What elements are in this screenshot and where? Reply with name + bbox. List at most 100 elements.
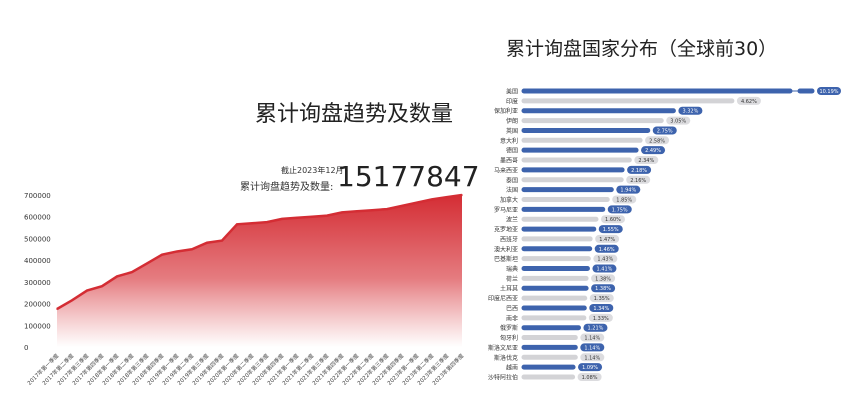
value-label: 1.46% xyxy=(599,247,615,253)
value-label: 2.16% xyxy=(630,178,646,184)
data-point xyxy=(176,250,178,253)
value-pill xyxy=(612,195,637,204)
country-label: 英国 xyxy=(506,127,518,135)
value-pill xyxy=(580,353,605,362)
y-tick-label: 600000 xyxy=(24,214,51,222)
value-pill xyxy=(626,175,651,184)
value-pill xyxy=(817,87,841,95)
value-label: 10.19% xyxy=(819,89,838,95)
data-point xyxy=(206,241,208,244)
data-point xyxy=(401,205,403,207)
country-label: 荷兰 xyxy=(506,275,518,283)
value-pill xyxy=(627,165,652,174)
value-label: 2.18% xyxy=(631,168,647,174)
country-title: 累计询盘国家分布（全球前30） xyxy=(506,38,778,60)
value-label: 1.35% xyxy=(594,296,610,302)
value-label: 2.34% xyxy=(638,158,654,164)
area-fill xyxy=(57,195,462,347)
value-label: 2.75% xyxy=(657,128,673,134)
data-point xyxy=(101,285,103,288)
data-point xyxy=(281,218,283,220)
value-label: 1.41% xyxy=(597,267,613,273)
value-pill xyxy=(589,294,614,303)
value-pill xyxy=(588,313,613,322)
value-pill xyxy=(578,363,603,372)
value-label: 3.32% xyxy=(682,109,698,115)
value-label: 1.75% xyxy=(612,207,628,213)
value-pill xyxy=(634,156,659,165)
value-pill xyxy=(607,205,632,214)
country-label: 俄罗斯 xyxy=(500,324,518,332)
value-label: 4.62% xyxy=(741,99,757,105)
data-point xyxy=(371,209,373,211)
data-point xyxy=(71,299,73,302)
data-point xyxy=(86,289,88,292)
country-label: 斯洛文尼亚 xyxy=(488,344,518,352)
value-label: 2.49% xyxy=(645,148,661,154)
data-point xyxy=(431,198,433,201)
value-pill xyxy=(678,106,703,115)
value-label: 1.47% xyxy=(599,237,615,243)
country-label: 伊朗 xyxy=(506,117,518,125)
value-pill xyxy=(591,284,616,293)
country-label: 印度 xyxy=(506,97,518,105)
y-tick-label: 700000 xyxy=(24,192,51,200)
data-point xyxy=(236,223,238,226)
y-tick-label: 400000 xyxy=(24,257,51,265)
value-pill xyxy=(580,333,605,342)
value-label: 2.58% xyxy=(649,138,665,144)
country-label: 瑞典 xyxy=(506,265,518,273)
country-label: 沙特阿拉伯 xyxy=(488,374,518,382)
value-pill xyxy=(591,274,616,283)
value-pill xyxy=(594,244,619,253)
value-pill xyxy=(593,254,618,263)
data-point xyxy=(56,308,58,310)
value-pill xyxy=(592,264,617,273)
country-label: 泰国 xyxy=(506,176,518,184)
country-label: 土耳其 xyxy=(500,285,518,293)
value-label: 1.34% xyxy=(593,306,609,312)
total-value: 15177847 xyxy=(337,160,480,193)
country-label: 匈牙利 xyxy=(500,334,518,342)
y-tick-label: 200000 xyxy=(24,301,51,309)
value-label: 1.38% xyxy=(595,276,611,282)
value-pill xyxy=(645,136,670,145)
country-label: 德国 xyxy=(506,147,518,155)
country-label: 保加利亚 xyxy=(494,107,518,115)
country-label: 马来西亚 xyxy=(494,166,518,174)
value-pill xyxy=(580,343,605,352)
data-point xyxy=(116,275,118,278)
value-pill xyxy=(589,303,614,312)
value-pill xyxy=(652,126,677,135)
country-label: 意大利 xyxy=(500,137,518,145)
value-label: 1.33% xyxy=(593,316,609,322)
value-label: 1.14% xyxy=(584,336,600,342)
data-point xyxy=(326,214,328,217)
value-label: 1.38% xyxy=(595,286,611,292)
data-point xyxy=(311,215,313,218)
value-label: 1.60% xyxy=(605,217,621,223)
value-label: 1.85% xyxy=(616,197,632,203)
value-label: 3.05% xyxy=(670,119,686,125)
value-pill xyxy=(616,185,641,194)
value-pill xyxy=(583,323,608,332)
data-point xyxy=(266,221,268,223)
y-tick-label: 100000 xyxy=(24,322,51,330)
country-label: 美国 xyxy=(506,88,518,96)
country-label: 斯洛伐克 xyxy=(494,354,518,362)
total-label: 累计询盘趋势及数量: xyxy=(240,182,334,193)
country-label: 巴西 xyxy=(506,305,518,312)
value-label: 1.43% xyxy=(597,257,613,263)
data-point xyxy=(221,239,223,242)
value-label: 1.14% xyxy=(584,355,600,361)
country-label: 罗马尼亚 xyxy=(494,206,518,214)
value-label: 1.09% xyxy=(582,365,598,371)
country-label: 印度尼西亚 xyxy=(488,295,518,303)
data-point xyxy=(461,194,463,196)
country-label: 西班牙 xyxy=(500,235,518,243)
country-label: 墨西哥 xyxy=(500,158,518,165)
country-label: 巴基斯坦 xyxy=(494,255,518,263)
country-label: 加拿大 xyxy=(500,196,518,204)
value-label: 1.21% xyxy=(588,326,604,332)
